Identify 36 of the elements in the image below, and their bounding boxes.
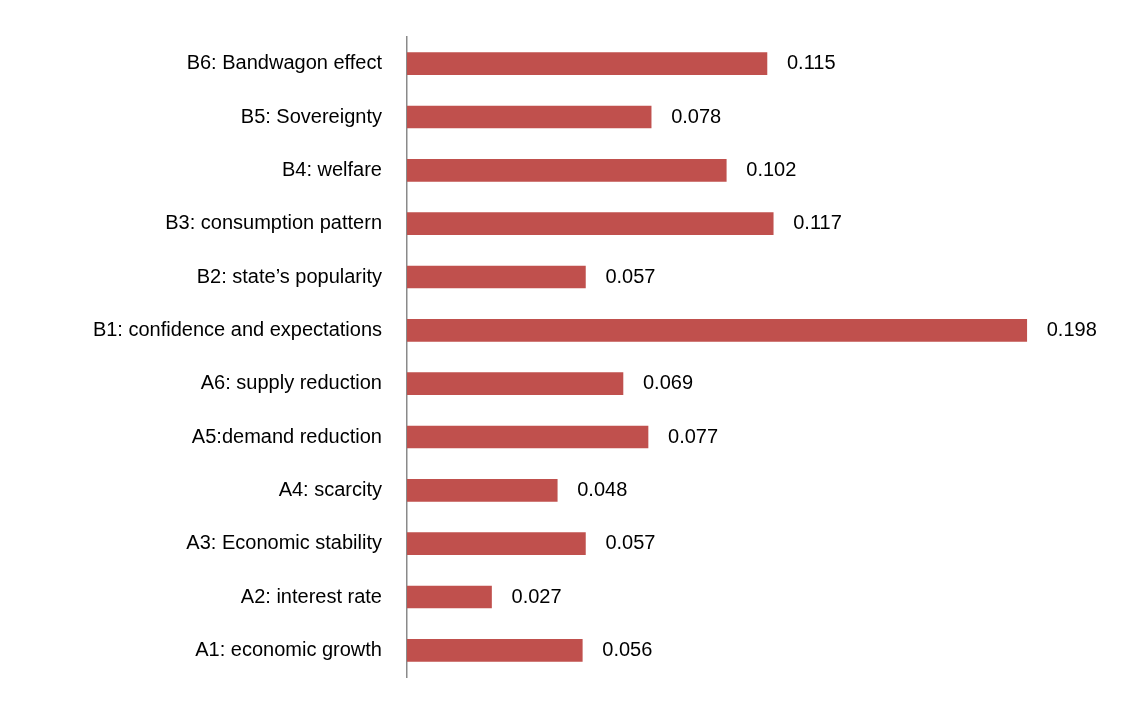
data-label: 0.198: [1046, 317, 1097, 340]
bar: [407, 159, 727, 182]
bar: [407, 212, 774, 235]
y-tick-label: A6: supply reduction: [200, 371, 382, 394]
bar: [407, 532, 586, 555]
data-label: 0.115: [786, 51, 836, 74]
y-tick-label: B2: state’s popularity: [196, 264, 382, 287]
data-label: 0.056: [602, 637, 653, 660]
data-label: 0.102: [746, 157, 797, 180]
y-tick-label: A3: Economic stability: [186, 531, 382, 554]
bar: [407, 425, 649, 449]
data-label: 0.078: [671, 104, 722, 127]
y-tick-label: B4: welfare: [281, 157, 382, 180]
bar: [407, 52, 768, 75]
data-label: 0.057: [605, 531, 656, 554]
bar: [407, 319, 1028, 342]
data-label: 0.077: [668, 424, 719, 447]
y-tick-label: A1: economic growth: [195, 637, 382, 660]
y-tick-label: A5:demand reduction: [191, 424, 382, 447]
bar: [407, 639, 583, 662]
bar: [407, 265, 586, 289]
y-tick-label: B6: Bandwagon effect: [186, 51, 383, 74]
y-tick-label: A2: interest rate: [240, 584, 382, 607]
bar: [407, 105, 652, 129]
y-tick-label: B3: consumption pattern: [165, 211, 382, 234]
data-label: 0.048: [577, 477, 628, 500]
data-label: 0.057: [605, 264, 656, 287]
bar: [407, 585, 492, 609]
y-tick-label: B1: confidence and expectations: [92, 317, 382, 340]
data-label: 0.027: [511, 584, 562, 607]
data-label: 0.069: [642, 371, 694, 394]
bar: [407, 479, 558, 502]
bar: [407, 372, 624, 395]
y-tick-label: A4: scarcity: [278, 477, 382, 500]
y-tick-label: B5: Sovereignty: [240, 104, 382, 127]
data-label: 0.117: [793, 211, 842, 234]
